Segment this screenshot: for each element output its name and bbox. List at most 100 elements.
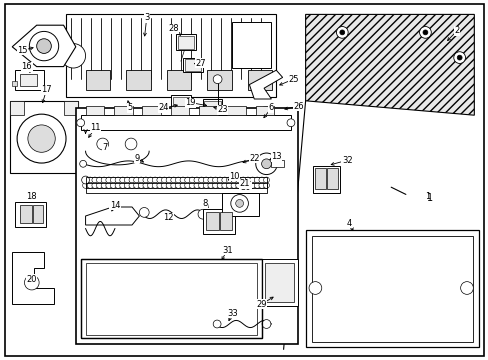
Bar [222,193,259,216]
Text: 11: 11 [90,123,101,132]
Circle shape [142,183,148,188]
Circle shape [115,183,121,188]
Circle shape [166,183,172,188]
Bar [255,106,274,115]
Circle shape [194,183,200,188]
Circle shape [105,177,111,183]
Circle shape [422,30,427,35]
Text: 19: 19 [185,98,196,107]
Circle shape [244,177,250,183]
Circle shape [92,183,98,188]
Bar [81,115,290,130]
Circle shape [120,177,125,183]
Text: 22: 22 [248,154,259,163]
Circle shape [24,275,39,290]
Circle shape [194,177,200,183]
Circle shape [101,183,107,188]
Circle shape [230,195,248,212]
Bar [203,209,234,234]
Bar [10,101,78,173]
Bar [184,59,201,71]
Bar [76,108,298,344]
Bar [220,212,232,230]
Bar [235,190,244,207]
Text: 26: 26 [292,102,303,111]
Bar [199,106,217,115]
Circle shape [198,177,204,183]
Bar [166,70,191,90]
Circle shape [235,199,243,207]
Bar [63,101,78,115]
Bar [170,106,189,115]
Circle shape [129,177,135,183]
Circle shape [235,183,241,188]
Circle shape [456,55,461,60]
Bar [12,81,17,86]
Text: 32: 32 [341,156,352,165]
Circle shape [133,177,139,183]
Circle shape [92,177,98,183]
Bar [172,97,188,113]
Circle shape [263,183,269,188]
Text: 15: 15 [17,46,28,55]
Circle shape [170,177,176,183]
Circle shape [81,176,89,184]
Bar [227,106,245,115]
Text: 14: 14 [109,201,120,210]
Bar [207,70,231,90]
Text: 20: 20 [26,274,37,284]
Circle shape [115,177,121,183]
Circle shape [96,183,102,188]
Circle shape [263,177,269,183]
Text: 16: 16 [21,62,32,71]
Text: 17: 17 [41,85,52,94]
Circle shape [254,183,260,188]
Bar [81,259,261,338]
Circle shape [222,183,227,188]
Circle shape [259,177,264,183]
Bar [315,168,325,189]
Circle shape [157,177,163,183]
Circle shape [147,177,153,183]
Polygon shape [249,70,282,99]
Circle shape [203,177,209,183]
Circle shape [175,177,181,183]
Bar [183,58,203,72]
Circle shape [336,27,347,38]
Circle shape [286,119,294,127]
Circle shape [249,177,255,183]
Bar [85,183,266,193]
Circle shape [260,160,267,167]
Text: 10: 10 [229,172,240,181]
Bar [15,202,46,227]
Circle shape [152,183,158,188]
Bar [81,259,261,338]
Text: 8: 8 [203,199,207,208]
Circle shape [80,160,86,167]
Circle shape [222,177,227,183]
Polygon shape [85,207,139,225]
Circle shape [226,177,232,183]
Circle shape [184,183,190,188]
Text: 28: 28 [168,24,179,33]
Circle shape [166,177,172,183]
Bar [247,70,272,90]
Bar [227,160,249,176]
Text: 1: 1 [427,193,432,203]
Text: 31: 31 [222,246,232,255]
Circle shape [82,177,88,183]
Bar [264,263,294,302]
Circle shape [142,177,148,183]
Bar [222,162,227,173]
Bar [305,230,478,347]
Text: 33: 33 [226,309,237,318]
Circle shape [231,183,237,188]
Bar [114,106,132,115]
Text: 30: 30 [240,183,251,192]
Bar [85,106,104,115]
Bar [126,70,150,90]
Circle shape [87,183,93,188]
Bar [311,236,472,342]
Circle shape [226,183,232,188]
Circle shape [139,207,149,217]
